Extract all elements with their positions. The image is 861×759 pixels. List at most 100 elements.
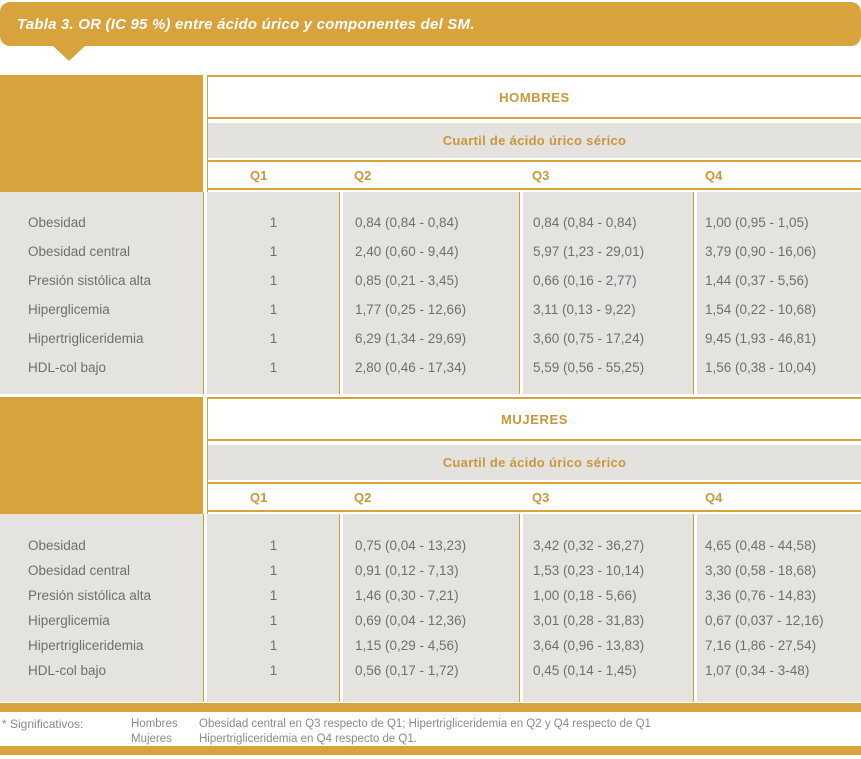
cell-q2: 6,29 (1,34 - 29,69) — [355, 331, 467, 346]
group-header-mujeres: MUJERES — [500, 411, 569, 427]
left-accent-block — [0, 397, 203, 514]
cell-q1: 1 — [269, 331, 278, 346]
cell-q4: 4,65 (0,48 - 44,58) — [705, 538, 817, 553]
cell-q4: 7,16 (1,86 - 27,54) — [705, 638, 817, 653]
table-row: Obesidad 1 0,75 (0,04 - 13,23) 3,42 (0,3… — [0, 533, 861, 558]
cell-q1: 1 — [269, 273, 278, 288]
row-label: Obesidad — [28, 215, 86, 230]
cell-q4: 1,54 (0,22 - 10,68) — [705, 302, 817, 317]
footnote-texts: Obesidad central en Q3 respecto de Q1; H… — [199, 717, 861, 746]
table-row: Obesidad central 1 0,91 (0,12 - 7,13) 1,… — [0, 558, 861, 583]
section-header-hombres: HOMBRES Cuartil de ácido úrico sérico Q1… — [0, 75, 861, 192]
table-row: Hipertrigliceridemia 1 1,15 (0,29 - 4,56… — [0, 633, 861, 658]
column-header-q4: Q4 — [705, 167, 723, 183]
table-row: Hipertrigliceridemia 1 6,29 (1,34 - 29,6… — [0, 324, 861, 353]
cell-q3: 1,00 (0,18 - 5,66) — [533, 588, 637, 603]
column-header-q2: Q2 — [354, 489, 372, 505]
quartile-columns-band: Q1 Q2 Q3 Q4 — [208, 160, 861, 190]
cell-q3: 3,42 (0,32 - 36,27) — [533, 538, 645, 553]
cell-q2: 0,56 (0,17 - 1,72) — [355, 663, 459, 678]
data-table-hombres: Obesidad 1 0,84 (0,84 - 0,84) 0,84 (0,84… — [0, 192, 861, 394]
quartile-columns-band: Q1 Q2 Q3 Q4 — [208, 482, 861, 512]
column-separator — [693, 192, 697, 394]
table-row: HDL-col bajo 1 0,56 (0,17 - 1,72) 0,45 (… — [0, 658, 861, 683]
left-accent-block — [0, 75, 203, 192]
cell-q2: 1,15 (0,29 - 4,56) — [355, 638, 459, 653]
header-bands: HOMBRES Cuartil de ácido úrico sérico Q1… — [207, 75, 861, 192]
table-row: Obesidad central 1 2,40 (0,60 - 9,44) 5,… — [0, 237, 861, 266]
section-header-mujeres: MUJERES Cuartil de ácido úrico sérico Q1… — [0, 397, 861, 514]
footnote-text-mujeres: Hipertrigliceridemia en Q4 respecto de Q… — [199, 733, 417, 745]
cell-q1: 1 — [269, 613, 278, 628]
cell-q1: 1 — [269, 244, 278, 259]
cell-q2: 0,91 (0,12 - 7,13) — [355, 563, 459, 578]
footnote-label: * Significativos: — [2, 717, 84, 731]
cell-q4: 3,30 (0,58 - 18,68) — [705, 563, 817, 578]
cell-q1: 1 — [269, 663, 278, 678]
row-label: Obesidad — [28, 538, 86, 553]
cell-q4: 1,07 (0,34 - 3-48) — [705, 663, 810, 678]
row-label: HDL-col bajo — [28, 360, 107, 375]
section-hombres: HOMBRES Cuartil de ácido úrico sérico Q1… — [0, 75, 861, 394]
row-label: Hipertrigliceridemia — [28, 638, 144, 653]
cell-q4: 1,00 (0,95 - 1,05) — [705, 215, 809, 230]
cell-q3: 1,53 (0,23 - 10,14) — [533, 563, 645, 578]
cell-q3: 3,11 (0,13 - 9,22) — [533, 302, 636, 317]
cell-q2: 0,84 (0,84 - 0,84) — [355, 215, 459, 230]
cell-q4: 9,45 (1,93 - 46,81) — [705, 331, 817, 346]
divider-bar-bottom — [0, 746, 861, 755]
group-header-band: HOMBRES — [208, 75, 861, 119]
quartile-subheader-band: Cuartil de ácido úrico sérico — [208, 123, 861, 158]
quartile-subheader: Cuartil de ácido úrico sérico — [442, 455, 627, 470]
group-header-band: MUJERES — [208, 397, 861, 441]
group-header-hombres: HOMBRES — [499, 89, 570, 105]
cell-q4: 3,79 (0,90 - 16,06) — [705, 244, 817, 259]
footnote: * Significativos: Hombres Mujeres Obesid… — [0, 712, 861, 746]
row-label: Obesidad central — [28, 244, 131, 259]
cell-q3: 0,84 (0,84 - 0,84) — [533, 215, 637, 230]
cell-q4: 1,56 (0,38 - 10,04) — [705, 360, 817, 375]
cell-q1: 1 — [269, 538, 278, 553]
row-label: Presión sistólica alta — [28, 273, 152, 288]
table-row: Presión sistólica alta 1 1,46 (0,30 - 7,… — [0, 583, 861, 608]
row-label: Presión sistólica alta — [28, 588, 152, 603]
cell-q1: 1 — [269, 302, 278, 317]
column-separator — [339, 514, 343, 702]
column-header-q2: Q2 — [354, 167, 372, 183]
cell-q4: 3,36 (0,76 - 14,83) — [705, 588, 817, 603]
row-label: HDL-col bajo — [28, 663, 107, 678]
column-header-q3: Q3 — [532, 489, 550, 505]
table-title-banner: Tabla 3. OR (IC 95 %) entre ácido úrico … — [0, 2, 861, 46]
cell-q1: 1 — [269, 638, 278, 653]
column-separator — [203, 192, 207, 394]
cell-q2: 1,46 (0,30 - 7,21) — [355, 588, 459, 603]
column-header-q1: Q1 — [250, 489, 268, 505]
cell-q2: 1,77 (0,25 - 12,66) — [355, 302, 467, 317]
footnote-groups: Hombres Mujeres — [131, 717, 199, 746]
cell-q3: 3,01 (0,28 - 31,83) — [533, 613, 645, 628]
column-header-q3: Q3 — [532, 167, 550, 183]
column-separator — [519, 192, 523, 394]
footnote-text-hombres: Obesidad central en Q3 respecto de Q1; H… — [199, 718, 651, 730]
cell-q1: 1 — [269, 563, 278, 578]
cell-q2: 0,69 (0,04 - 12,36) — [355, 613, 467, 628]
cell-q3: 3,60 (0,75 - 17,24) — [533, 331, 645, 346]
cell-q3: 5,59 (0,56 - 55,25) — [533, 360, 645, 375]
row-label: Hiperglicemia — [28, 302, 110, 317]
row-label: Obesidad central — [28, 563, 131, 578]
cell-q3: 3,64 (0,96 - 13,83) — [533, 638, 645, 653]
divider-bar-top — [0, 703, 861, 712]
row-label: Hiperglicemia — [28, 613, 110, 628]
cell-q2: 0,75 (0,04 - 13,23) — [355, 538, 467, 553]
cell-q2: 2,80 (0,46 - 17,34) — [355, 360, 467, 375]
cell-q1: 1 — [269, 360, 278, 375]
data-table-mujeres: Obesidad 1 0,75 (0,04 - 13,23) 3,42 (0,3… — [0, 514, 861, 702]
cell-q2: 2,40 (0,60 - 9,44) — [355, 244, 459, 259]
header-bands: MUJERES Cuartil de ácido úrico sérico Q1… — [207, 397, 861, 514]
cell-q4: 0,67 (0,037 - 12,16) — [705, 613, 824, 628]
column-header-q1: Q1 — [250, 167, 268, 183]
footnote-group-mujeres: Mujeres — [131, 733, 172, 745]
row-label: Hipertrigliceridemia — [28, 331, 144, 346]
cell-q1: 1 — [269, 588, 278, 603]
